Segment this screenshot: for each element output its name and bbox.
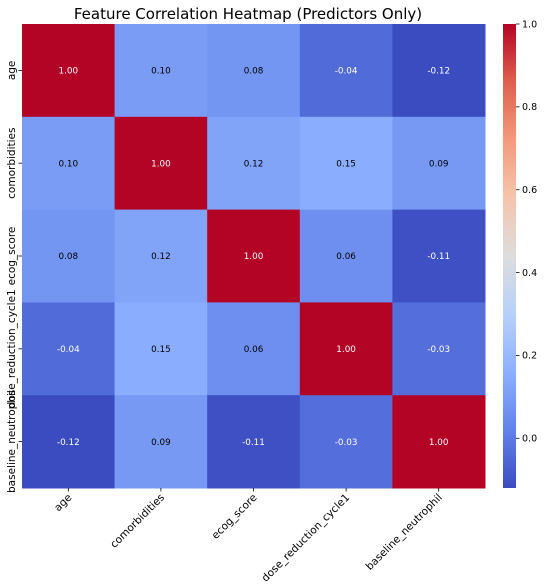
heatmap-cells — [22, 24, 486, 489]
chart-title: Feature Correlation Heatmap (Predictors … — [74, 5, 422, 23]
heatmap-cell — [22, 209, 116, 303]
heatmap-cell — [392, 24, 486, 118]
cell-value-label: 1.00 — [336, 345, 356, 355]
cell-value-label: 0.08 — [59, 252, 79, 262]
heatmap-cell — [22, 302, 116, 396]
heatmap-cell — [207, 209, 301, 303]
y-tick-label: dose_reduction_cycle1 — [6, 289, 18, 408]
cell-value-label: 1.00 — [429, 438, 449, 448]
y-tick-label: ecog_score — [6, 227, 18, 286]
colorbar-tick-label: 1.0 — [522, 19, 537, 30]
cell-value-label: -0.04 — [335, 67, 358, 77]
cell-value-label: -0.03 — [427, 345, 450, 355]
heatmap-cell — [207, 302, 301, 396]
colorbar-gradient — [503, 24, 516, 488]
x-tick-label: ecog_score — [210, 492, 260, 542]
cell-value-label: -0.12 — [427, 67, 450, 77]
heatmap-cell — [114, 302, 208, 396]
colorbar-tick-label: 0.0 — [522, 434, 537, 445]
colorbar-tick-label: 0.2 — [522, 351, 537, 362]
heatmap-cell — [392, 302, 486, 396]
cell-value-label: -0.11 — [242, 438, 265, 448]
cell-value-label: 1.00 — [59, 67, 79, 77]
colorbar-tick-label: 0.8 — [522, 102, 537, 113]
cell-value-label: 0.06 — [336, 252, 356, 262]
heatmap-cell — [299, 24, 393, 118]
x-tick-label: age — [52, 492, 74, 514]
colorbar-tick-label: 0.4 — [522, 268, 537, 279]
heatmap-cell-labels: 1.00 0.10 0.08 -0.04 -0.12 0.10 1.00 0.12 0.15 0.… — [57, 67, 450, 448]
heatmap-cell — [22, 395, 116, 489]
colorbar-tick-label: 0.6 — [522, 185, 537, 196]
cell-value-label: 0.10 — [151, 67, 171, 77]
x-tick-label: dose_reduction_cycle1 — [260, 492, 353, 585]
heatmap-cell — [114, 24, 208, 118]
cell-value-label: -0.04 — [57, 345, 80, 355]
cell-value-label: 0.15 — [336, 159, 356, 169]
cell-value-label: 0.10 — [59, 159, 79, 169]
colorbar: 0.0 0.2 0.4 0.6 0.8 1.0 — [503, 19, 537, 488]
heatmap-cell — [114, 395, 208, 489]
cell-value-label: 0.15 — [151, 345, 171, 355]
y-tick-label: baseline_neutrophil — [6, 390, 18, 493]
heatmap-cell — [299, 302, 393, 396]
heatmap-cell — [22, 116, 116, 211]
heatmap-cell — [114, 116, 208, 211]
cell-value-label: 1.00 — [151, 159, 171, 169]
y-axis: age comorbidities ecog_score dose_reduction… — [6, 61, 22, 493]
heatmap-cell — [22, 24, 116, 118]
y-tick-label: comorbidities — [6, 128, 18, 199]
cell-value-label: 0.09 — [151, 438, 171, 448]
cell-value-label: 0.09 — [429, 159, 449, 169]
heatmap-cell — [207, 24, 301, 118]
x-tick-label: baseline_neutrophil — [364, 492, 445, 573]
x-axis: age comorbidities ecog_score dose_reduction… — [52, 488, 445, 584]
cell-value-label: 0.12 — [244, 159, 264, 169]
cell-value-label: 0.12 — [151, 252, 171, 262]
y-tick-label: age — [6, 61, 18, 81]
heatmap-cell — [299, 395, 393, 489]
heatmap-cell — [114, 209, 208, 303]
heatmap-cell — [299, 116, 393, 211]
heatmap-cell — [392, 116, 486, 211]
cell-value-label: 0.08 — [244, 67, 264, 77]
heatmap-cell — [207, 395, 301, 489]
heatmap-cell — [392, 209, 486, 303]
cell-value-label: 1.00 — [244, 252, 264, 262]
heatmap-cell — [392, 395, 486, 489]
heatmap-cell — [207, 116, 301, 211]
x-tick-label: comorbidities — [108, 492, 167, 551]
cell-value-label: -0.11 — [427, 252, 450, 262]
cell-value-label: -0.12 — [57, 438, 80, 448]
cell-value-label: 0.06 — [244, 345, 264, 355]
cell-value-label: -0.03 — [335, 438, 358, 448]
heatmap-cell — [299, 209, 393, 303]
